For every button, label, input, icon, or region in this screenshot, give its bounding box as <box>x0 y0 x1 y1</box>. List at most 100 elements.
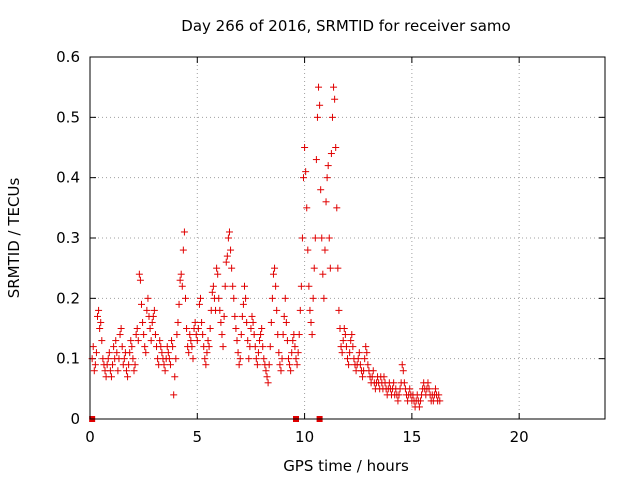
y-tick-label: 0 <box>70 410 80 428</box>
data-point <box>133 325 141 332</box>
data-point <box>294 349 302 357</box>
data-point <box>267 318 275 326</box>
data-point <box>177 270 185 278</box>
data-point <box>300 174 308 182</box>
data-point <box>165 355 173 363</box>
data-point <box>317 186 325 194</box>
data-point <box>236 355 244 363</box>
data-point <box>316 101 324 109</box>
data-point <box>348 331 356 339</box>
y-tick-label: 0.1 <box>56 350 80 368</box>
data-point <box>92 349 100 357</box>
data-point <box>169 343 177 351</box>
data-point <box>331 95 339 103</box>
data-point <box>132 331 140 339</box>
x-tick-label: 20 <box>510 428 529 446</box>
data-point <box>126 349 134 357</box>
data-point <box>264 379 272 387</box>
data-point <box>194 325 202 332</box>
data-point <box>247 325 255 332</box>
data-point <box>230 294 238 302</box>
data-point <box>424 379 432 387</box>
data-point <box>289 337 297 345</box>
data-point <box>400 379 408 387</box>
data-point <box>158 349 166 357</box>
data-point <box>276 361 284 369</box>
data-point <box>321 246 329 254</box>
data-point <box>172 355 180 363</box>
data-point <box>245 355 253 363</box>
data-points <box>88 83 444 422</box>
data-point <box>390 379 398 387</box>
data-point <box>260 355 268 363</box>
data-point <box>399 367 407 375</box>
data-point <box>291 343 299 351</box>
data-point <box>334 264 342 272</box>
data-point <box>347 337 355 345</box>
data-point <box>185 349 193 357</box>
data-point <box>326 264 334 272</box>
data-point <box>234 349 242 357</box>
data-point <box>335 306 343 314</box>
data-point <box>296 306 304 314</box>
data-point <box>238 312 246 320</box>
data-point <box>241 282 248 290</box>
data-point <box>189 355 197 363</box>
data-point <box>204 337 212 345</box>
data-point <box>157 343 165 351</box>
data-point <box>272 282 280 290</box>
data-point <box>310 264 318 272</box>
data-point <box>325 234 333 242</box>
data-point <box>279 331 287 339</box>
x-tick-label: 10 <box>295 428 314 446</box>
data-point <box>259 343 267 351</box>
data-point <box>178 282 186 290</box>
data-point <box>295 331 303 339</box>
data-point <box>89 343 97 351</box>
data-point <box>221 282 229 290</box>
data-point <box>142 349 150 357</box>
data-point <box>95 306 103 314</box>
data-point <box>249 318 257 326</box>
data-point <box>266 343 274 351</box>
data-point <box>227 246 235 254</box>
data-point <box>398 361 406 369</box>
data-point <box>125 361 133 369</box>
data-point <box>94 312 102 320</box>
data-point <box>304 246 312 254</box>
data-point <box>263 373 271 381</box>
data-point <box>287 367 295 375</box>
data-point <box>354 355 362 363</box>
data-point <box>338 349 346 357</box>
data-point <box>436 397 444 405</box>
data-point <box>278 355 286 363</box>
data-point <box>307 318 315 326</box>
data-point <box>149 312 157 320</box>
data-point <box>345 361 353 369</box>
data-point <box>198 318 206 326</box>
data-point <box>332 144 340 151</box>
data-point <box>324 162 332 170</box>
data-point <box>232 325 240 332</box>
data-point <box>362 343 370 351</box>
x-tick-label: 15 <box>402 428 421 446</box>
data-point <box>395 391 403 399</box>
data-point <box>341 331 349 339</box>
data-point <box>199 331 207 339</box>
data-point <box>262 367 270 375</box>
data-point <box>203 349 211 357</box>
data-point <box>197 294 205 302</box>
data-point <box>342 343 350 351</box>
data-point <box>415 403 423 411</box>
data-point <box>271 264 279 272</box>
data-point <box>117 325 125 332</box>
data-point <box>147 337 155 345</box>
data-point <box>253 361 261 369</box>
data-point <box>136 276 144 284</box>
data-point <box>280 312 288 320</box>
data-point <box>206 325 214 332</box>
data-point <box>140 331 148 339</box>
data-point <box>268 294 276 302</box>
data-point <box>116 331 124 339</box>
